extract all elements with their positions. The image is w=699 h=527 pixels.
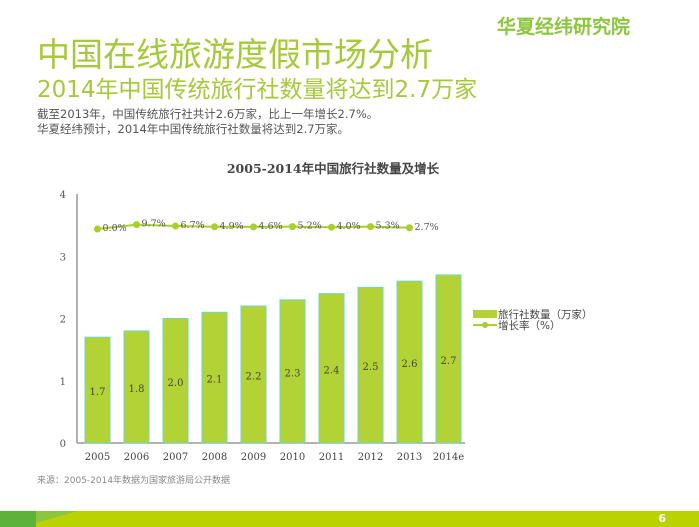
- bar: [84, 336, 111, 444]
- legend-line-label: 增长率（%）: [498, 319, 560, 332]
- bar-data-label: 2.6: [402, 359, 418, 370]
- legend-bar-swatch: [473, 310, 497, 318]
- growth-data-label: 6.7%: [181, 220, 205, 231]
- legend-line-marker: [482, 322, 488, 328]
- source-note: 来源：2005-2014年数据为国家旅游局公开数据: [37, 476, 231, 486]
- growth-data-label: 2.7%: [415, 222, 439, 233]
- bar-data-label: 2.5: [363, 362, 379, 373]
- bar-data-label: 2.0: [168, 378, 184, 389]
- footer-bar: 6: [0, 511, 699, 527]
- x-tick-label: 2006: [124, 452, 149, 463]
- y-tick-label: 1: [60, 377, 66, 388]
- x-tick-label: 2009: [241, 452, 266, 463]
- growth-point: [250, 223, 257, 231]
- growth-point: [211, 223, 218, 231]
- bar-data-label: 2.2: [246, 372, 262, 383]
- growth-point: [94, 225, 101, 233]
- bar-data-label: 2.4: [324, 365, 340, 376]
- logo: 华夏经纬研究院: [497, 16, 631, 38]
- growth-point: [367, 223, 374, 231]
- description-line: 截至2013年，中国传统旅行社共计2.6万家，比上一年增长2.7%。: [37, 107, 379, 121]
- y-tick-label: 3: [60, 252, 66, 263]
- bar-data-label: 2.1: [207, 375, 223, 386]
- description-line: 华夏经纬预计，2014年中国传统旅行社数量将达到2.7万家。: [37, 122, 350, 136]
- bar: [240, 305, 267, 444]
- page-title: 中国在线旅游度假市场分析: [37, 35, 433, 74]
- growth-data-label: 4.6%: [259, 221, 283, 232]
- legend-bar-label: 旅行社数量（万家）: [498, 308, 593, 321]
- x-tick-label: 2014e: [433, 452, 464, 463]
- bar-data-label: 2.3: [285, 368, 301, 379]
- x-tick-label: 2005: [85, 452, 110, 463]
- description: 截至2013年，中国传统旅行社共计2.6万家，比上一年增长2.7%。 华夏经纬预…: [37, 107, 378, 137]
- bar-data-label: 1.8: [129, 384, 145, 395]
- bar: [123, 330, 150, 444]
- growth-point: [133, 221, 140, 229]
- chart-title: 2005-2014年中国旅行社数量及增长: [227, 161, 440, 176]
- x-tick-label: 2013: [397, 452, 422, 463]
- x-tick-label: 2007: [163, 452, 188, 463]
- footer-decoration: [0, 511, 78, 527]
- growth-point: [172, 222, 179, 230]
- bar: [435, 274, 462, 444]
- bar: [318, 293, 345, 444]
- bar: [201, 311, 228, 444]
- growth-data-label: 9.7%: [142, 219, 166, 230]
- y-tick-label: 2: [60, 315, 66, 326]
- bar: [357, 286, 384, 444]
- bar: [162, 318, 189, 444]
- x-tick-label: 2012: [358, 452, 383, 463]
- y-tick-label: 0: [60, 439, 66, 450]
- growth-data-label: 5.3%: [376, 221, 400, 232]
- growth-data-label: 4.0%: [337, 221, 361, 232]
- bar-data-label: 2.7: [441, 356, 457, 367]
- page-subtitle: 2014年中国传统旅行社数量将达到2.7万家: [37, 77, 478, 103]
- page-number: 6: [658, 512, 666, 525]
- x-tick-label: 2008: [202, 452, 227, 463]
- y-tick-label: 4: [60, 190, 66, 201]
- bar-data-label: 1.7: [90, 387, 106, 398]
- bar: [279, 299, 306, 444]
- growth-data-label: 4.9%: [220, 221, 244, 232]
- growth-point: [406, 224, 413, 232]
- bar: [396, 280, 423, 444]
- growth-data-label: 5.2%: [298, 221, 322, 232]
- growth-data-label: 0.0%: [103, 223, 127, 234]
- growth-point: [289, 223, 296, 231]
- growth-point: [328, 223, 335, 231]
- x-tick-label: 2011: [319, 452, 344, 463]
- x-tick-label: 2010: [280, 452, 305, 463]
